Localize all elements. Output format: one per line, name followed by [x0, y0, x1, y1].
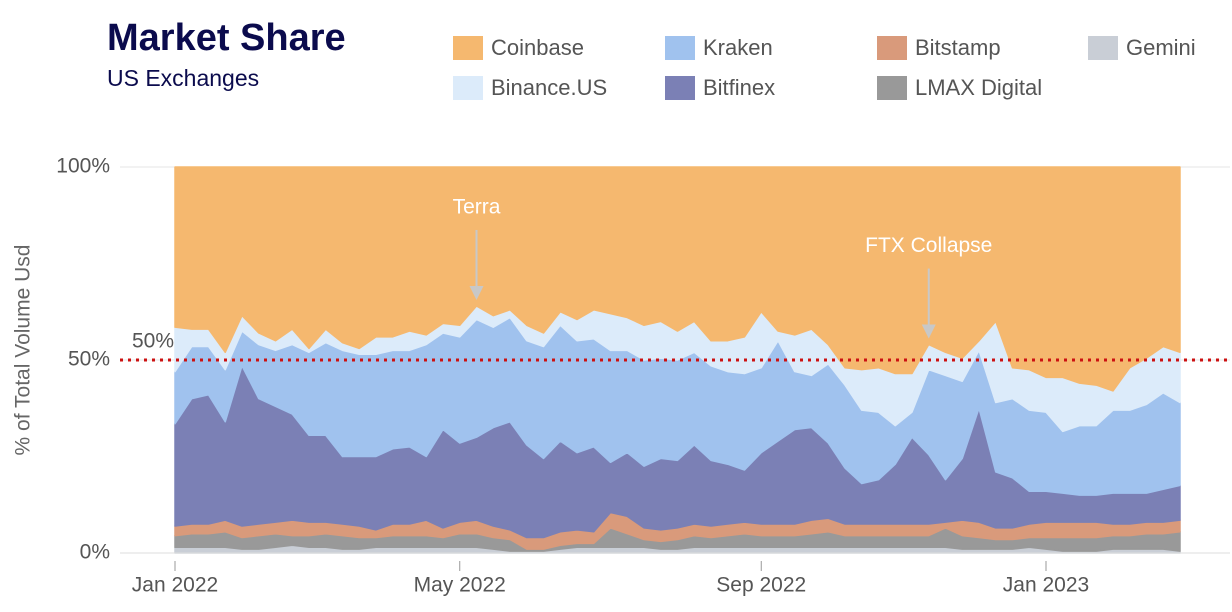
chart-subtitle: US Exchanges [107, 65, 259, 91]
legend-swatch [453, 36, 483, 60]
x-tick-label: Jan 2023 [1003, 574, 1089, 597]
legend-swatch [1088, 36, 1118, 60]
chart-title: Market Share [107, 17, 346, 59]
legend-label: Binance.US [491, 75, 607, 100]
x-tick-label: May 2022 [414, 574, 506, 597]
legend-label: Coinbase [491, 35, 584, 60]
y-axis-label: % of Total Volume Usd [12, 245, 35, 456]
legend-label: Kraken [703, 35, 773, 60]
legend-label: Bitstamp [915, 35, 1001, 60]
y-tick-label: 100% [56, 155, 110, 178]
legend-label: Gemini [1126, 35, 1196, 60]
legend-label: Bitfinex [703, 75, 775, 100]
legend-swatch [665, 36, 695, 60]
y-tick-label: 0% [80, 541, 110, 564]
annotation-arrowhead [921, 324, 936, 339]
annotation: FTX Collapse [865, 234, 992, 257]
reference-label: 50% [132, 330, 174, 353]
annotation-arrowhead [469, 285, 484, 300]
x-tick-label: Jan 2022 [132, 574, 218, 597]
legend-swatch [665, 76, 695, 100]
annotation: Terra [453, 196, 501, 219]
legend-swatch [877, 76, 907, 100]
legend-swatch [453, 76, 483, 100]
y-tick-label: 50% [68, 348, 110, 371]
legend-swatch [877, 36, 907, 60]
x-tick-label: Sep 2022 [716, 574, 806, 597]
legend-label: LMAX Digital [915, 75, 1042, 100]
